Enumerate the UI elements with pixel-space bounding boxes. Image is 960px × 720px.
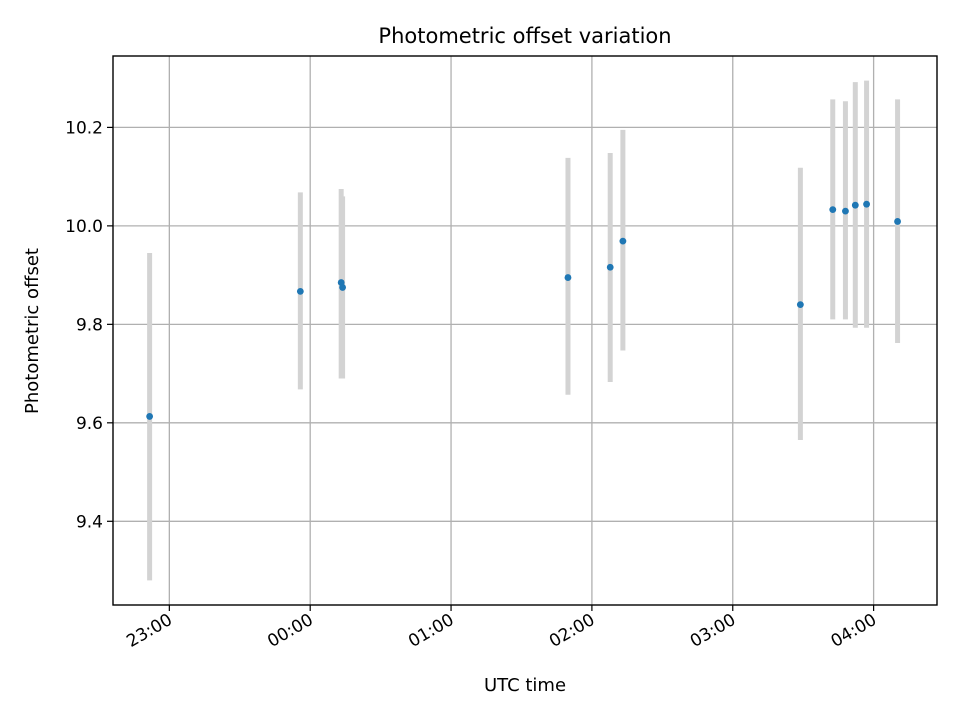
data-point bbox=[339, 284, 346, 291]
tick-layer: 23:00 00:00 01:00 02:00 03:00 04:00 9.4 9.6 9.8 1… bbox=[65, 118, 880, 651]
y-tick-label: 10.0 bbox=[65, 217, 103, 237]
data-point bbox=[146, 413, 154, 420]
x-tick-label: 23:00 bbox=[123, 610, 175, 652]
data-point bbox=[894, 218, 901, 225]
x-tick-label: 03:00 bbox=[687, 610, 739, 652]
errorbar-layer bbox=[147, 80, 901, 581]
data-point bbox=[619, 237, 627, 245]
data-point bbox=[851, 201, 859, 209]
x-axis-label: UTC time bbox=[484, 675, 566, 696]
data-point bbox=[606, 263, 614, 271]
data-point bbox=[564, 274, 572, 281]
y-tick-label: 9.6 bbox=[76, 414, 103, 434]
chart-title: Photometric offset variation bbox=[378, 24, 671, 48]
data-point bbox=[829, 206, 837, 214]
x-tick-label: 02:00 bbox=[546, 610, 598, 652]
point-layer bbox=[146, 200, 901, 420]
y-tick-label: 9.4 bbox=[76, 512, 103, 532]
data-point bbox=[796, 301, 804, 309]
y-tick-label: 10.2 bbox=[65, 118, 103, 138]
data-point bbox=[863, 200, 870, 208]
y-axis-label: Photometric offset bbox=[22, 248, 43, 414]
data-point bbox=[842, 207, 849, 215]
y-tick-label: 9.8 bbox=[76, 315, 103, 335]
x-tick-label: 00:00 bbox=[264, 610, 316, 652]
plot-frame bbox=[112, 55, 938, 606]
x-tick-label: 04:00 bbox=[828, 610, 880, 652]
data-point bbox=[296, 287, 304, 295]
x-tick-label: 01:00 bbox=[405, 610, 457, 652]
grid-layer bbox=[113, 56, 937, 605]
